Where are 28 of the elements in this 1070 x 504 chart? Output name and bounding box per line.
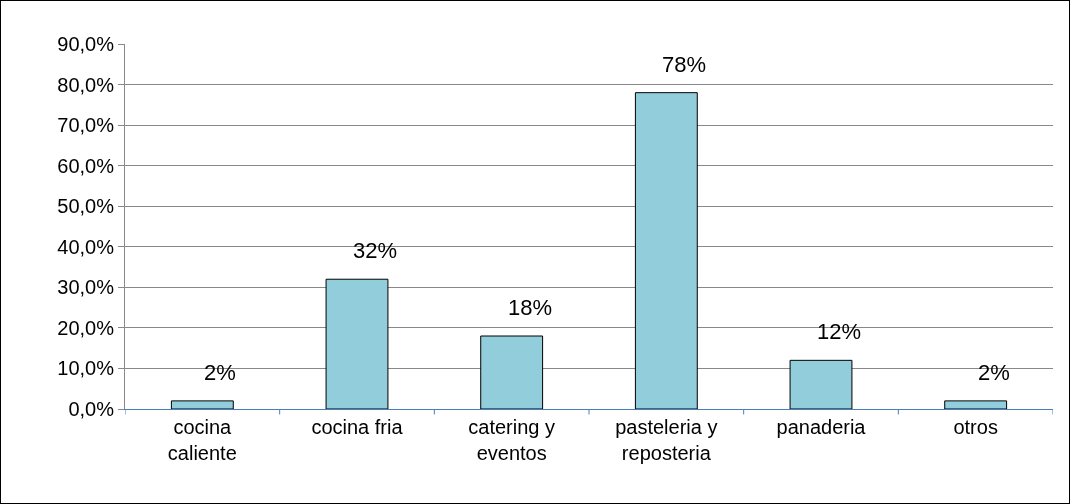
x-tick-label: pasteleria y reposteria <box>615 416 718 464</box>
bar <box>170 400 234 409</box>
data-label: 2% <box>978 360 1010 385</box>
y-tick-label: 70,0% <box>57 114 115 137</box>
data-label: 32% <box>353 238 398 263</box>
x-tick-label: panaderia <box>776 416 867 438</box>
bar <box>634 92 698 409</box>
bar <box>944 400 1008 409</box>
y-tick-label: 40,0% <box>57 235 115 258</box>
data-label: 12% <box>817 319 862 344</box>
x-tick-label: otros <box>953 416 998 438</box>
y-tick-label: 80,0% <box>57 73 115 96</box>
x-tick-label: cocina fria <box>311 416 404 438</box>
data-label: 78% <box>662 52 707 77</box>
y-tick-label: 0,0% <box>68 398 115 420</box>
y-tick-label: 90,0% <box>57 33 115 55</box>
bar <box>789 359 853 409</box>
bar <box>325 278 389 409</box>
data-label: 2% <box>204 360 236 385</box>
y-tick-label: 30,0% <box>57 276 115 299</box>
x-tick-label: catering y eventos <box>468 416 556 464</box>
data-label: 18% <box>508 295 553 320</box>
y-tick-label: 50,0% <box>57 195 115 218</box>
y-tick-label: 20,0% <box>57 316 115 339</box>
y-tick-label: 60,0% <box>57 154 115 177</box>
y-tick-label: 10,0% <box>57 357 115 380</box>
bar <box>480 335 544 409</box>
x-tick-label: cocina caliente <box>167 416 237 464</box>
